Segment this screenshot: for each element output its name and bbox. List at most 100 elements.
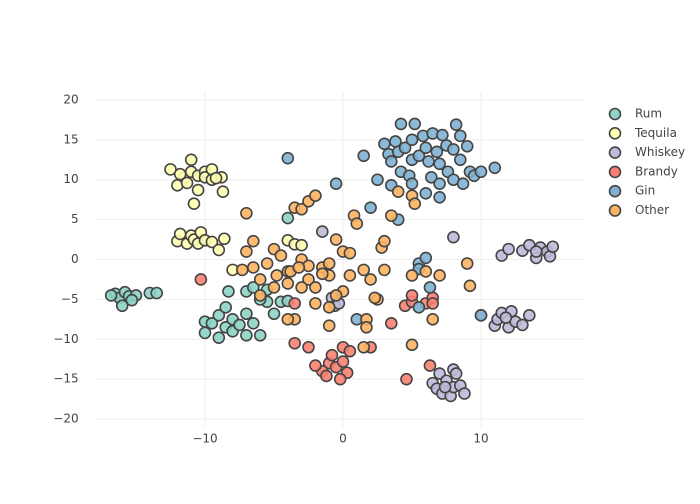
legend-label: Tequila	[634, 126, 677, 140]
point	[247, 234, 260, 248]
point	[463, 279, 477, 293]
point	[212, 331, 226, 344]
series	[194, 273, 440, 386]
series	[281, 117, 502, 326]
point	[322, 319, 336, 333]
legend-marker	[608, 146, 622, 159]
x-tick-label: 10	[473, 432, 488, 446]
point	[364, 273, 377, 286]
y-tick-label: 0	[71, 252, 79, 266]
legend-marker	[608, 204, 622, 217]
point	[309, 359, 322, 372]
point	[474, 165, 488, 179]
x-tick-label: 0	[339, 432, 347, 446]
point	[408, 117, 422, 131]
point	[419, 265, 433, 278]
point	[309, 189, 322, 202]
point	[499, 311, 513, 325]
point	[474, 309, 488, 322]
y-tick-label: 20	[63, 92, 78, 106]
series	[104, 211, 295, 344]
point	[422, 155, 435, 168]
y-tick-label: 15	[63, 132, 78, 146]
point	[426, 297, 440, 310]
point	[329, 289, 343, 302]
point	[433, 177, 446, 191]
point	[270, 269, 284, 282]
point	[292, 261, 306, 274]
point	[212, 309, 226, 322]
point	[164, 163, 177, 176]
point	[357, 340, 371, 354]
point	[364, 201, 377, 214]
point	[378, 263, 391, 277]
point	[329, 177, 343, 191]
point	[384, 317, 398, 330]
point	[433, 157, 446, 171]
point	[194, 273, 208, 286]
point	[438, 380, 452, 394]
point	[302, 340, 315, 354]
point	[412, 301, 426, 314]
point	[357, 149, 371, 163]
point	[329, 233, 343, 246]
point	[378, 137, 391, 151]
point	[253, 273, 267, 286]
point	[405, 289, 419, 302]
point	[173, 167, 187, 181]
point	[205, 235, 219, 249]
point	[360, 320, 373, 334]
point	[260, 257, 274, 270]
point	[488, 161, 502, 175]
point	[453, 129, 467, 143]
point	[240, 245, 253, 258]
legend-label: Other	[635, 203, 669, 217]
point	[419, 186, 433, 200]
point	[218, 232, 231, 246]
point	[333, 372, 347, 386]
point	[400, 372, 413, 386]
point	[384, 155, 398, 168]
point	[187, 197, 201, 210]
point	[423, 281, 437, 294]
point	[267, 281, 281, 294]
point	[309, 297, 322, 310]
y-tick-label: −5	[61, 292, 79, 306]
y-tick-label: 5	[71, 212, 79, 226]
point	[516, 318, 529, 332]
point	[247, 317, 260, 330]
y-tick-label: 10	[63, 172, 78, 186]
point	[357, 263, 371, 277]
legend-label: Brandy	[635, 164, 678, 178]
point	[222, 285, 235, 298]
legend-marker	[608, 127, 622, 140]
point	[458, 387, 471, 400]
point	[104, 289, 118, 302]
point	[212, 243, 226, 257]
legend-label: Gin	[635, 184, 655, 198]
point	[295, 281, 308, 294]
point	[405, 269, 419, 282]
point	[419, 141, 433, 155]
point	[405, 177, 419, 191]
point	[447, 230, 460, 244]
point	[449, 118, 463, 132]
point	[430, 145, 444, 159]
legend-label: Rum	[635, 107, 662, 121]
point	[368, 291, 382, 305]
point	[191, 183, 205, 197]
point	[408, 197, 422, 210]
point	[412, 149, 426, 163]
series	[164, 153, 308, 277]
point	[150, 286, 163, 300]
point	[529, 245, 543, 258]
point	[425, 171, 438, 184]
point	[247, 281, 260, 294]
point	[309, 281, 322, 294]
point	[281, 277, 295, 290]
point	[247, 261, 260, 274]
y-tick-label: −10	[53, 332, 78, 346]
point	[233, 318, 246, 332]
point	[288, 336, 302, 350]
point	[343, 344, 357, 358]
